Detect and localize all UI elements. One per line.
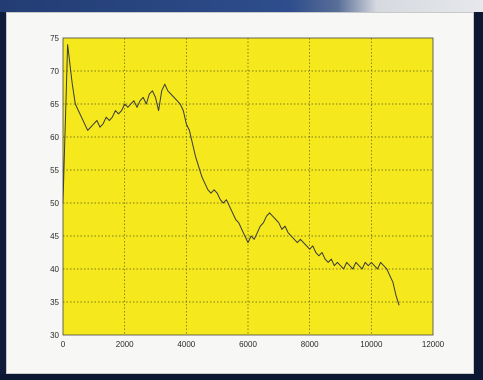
y-tick-label: 45 xyxy=(50,232,59,241)
x-tick-label: 6000 xyxy=(239,340,257,349)
y-tick-label: 40 xyxy=(50,265,59,274)
y-tick-label: 35 xyxy=(50,298,59,307)
series-line xyxy=(62,44,400,306)
plot-border xyxy=(62,37,434,336)
y-tick-label: 50 xyxy=(50,199,59,208)
top-background-band xyxy=(0,0,483,12)
y-tick-label: 65 xyxy=(50,100,59,109)
x-tick-label: 4000 xyxy=(177,340,195,349)
x-tick-label: 0 xyxy=(61,340,66,349)
x-tick-label: 2000 xyxy=(116,340,134,349)
y-tick-label: 70 xyxy=(50,67,59,76)
x-tick-label: 8000 xyxy=(301,340,319,349)
grid-lines xyxy=(63,38,433,335)
x-tick-label: 10000 xyxy=(360,340,383,349)
right-background-band xyxy=(474,12,483,380)
axis-ticks: 0 2000 4000 6000 8000 10000 12000 30 35 40 45 50 55 6… xyxy=(50,34,445,349)
x-tick-label: 12000 xyxy=(422,340,445,349)
y-tick-label: 55 xyxy=(50,166,59,175)
y-tick-label: 75 xyxy=(50,34,59,43)
y-tick-label: 60 xyxy=(50,133,59,142)
y-tick-label: 30 xyxy=(50,331,59,340)
bottom-background-band xyxy=(0,374,483,380)
